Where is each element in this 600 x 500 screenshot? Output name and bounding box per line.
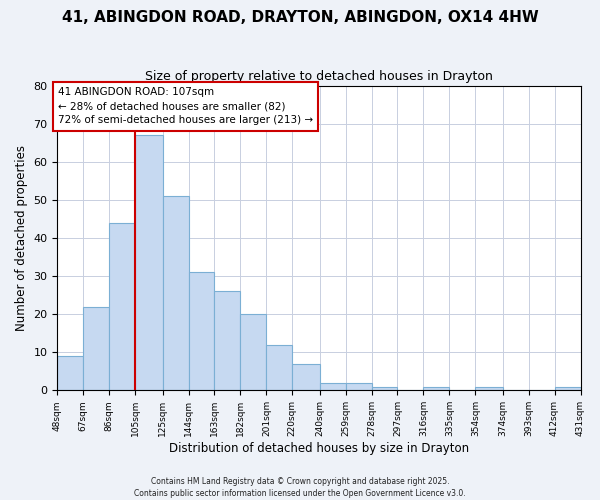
Title: Size of property relative to detached houses in Drayton: Size of property relative to detached ho…: [145, 70, 493, 83]
Bar: [371, 386, 397, 390]
Bar: [266, 344, 292, 391]
Bar: [163, 196, 188, 390]
Text: 41, ABINGDON ROAD, DRAYTON, ABINGDON, OX14 4HW: 41, ABINGDON ROAD, DRAYTON, ABINGDON, OX…: [62, 10, 538, 25]
X-axis label: Distribution of detached houses by size in Drayton: Distribution of detached houses by size …: [169, 442, 469, 455]
Bar: [554, 386, 581, 390]
Bar: [241, 314, 266, 390]
Bar: [346, 382, 371, 390]
Bar: [83, 306, 109, 390]
Text: Contains HM Land Registry data © Crown copyright and database right 2025.
Contai: Contains HM Land Registry data © Crown c…: [134, 476, 466, 498]
Bar: [188, 272, 214, 390]
Text: 41 ABINGDON ROAD: 107sqm
← 28% of detached houses are smaller (82)
72% of semi-d: 41 ABINGDON ROAD: 107sqm ← 28% of detach…: [58, 88, 313, 126]
Bar: [320, 382, 346, 390]
Bar: [475, 386, 503, 390]
Bar: [135, 135, 163, 390]
Bar: [58, 356, 83, 390]
Bar: [214, 292, 241, 390]
Bar: [424, 386, 449, 390]
Bar: [292, 364, 320, 390]
Y-axis label: Number of detached properties: Number of detached properties: [15, 145, 28, 331]
Bar: [109, 222, 135, 390]
